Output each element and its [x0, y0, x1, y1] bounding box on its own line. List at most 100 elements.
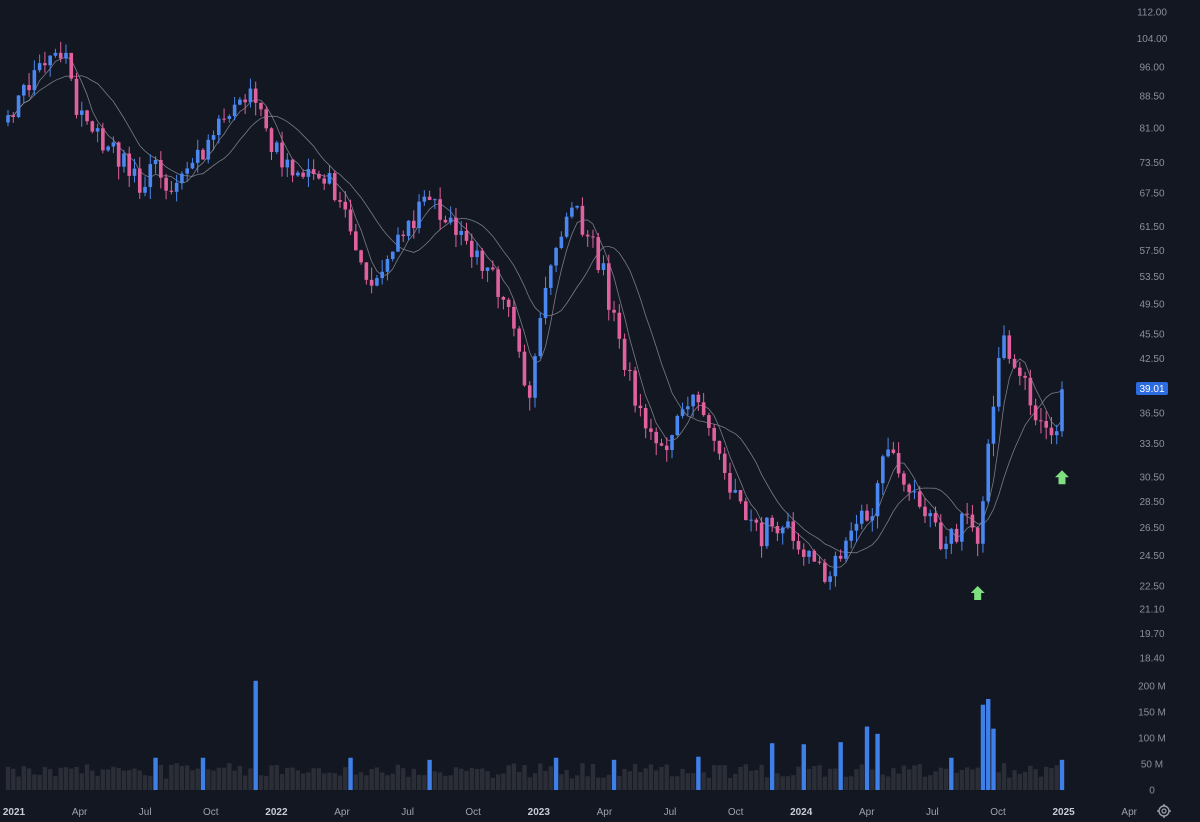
candle-body [1002, 335, 1006, 359]
candle-body [728, 472, 732, 493]
candle-body [433, 199, 437, 201]
candle-body [90, 121, 95, 132]
price-tick-label: 21.10 [1139, 605, 1164, 616]
volume-bar [590, 763, 596, 790]
volume-bar [116, 768, 121, 790]
candle-body [659, 443, 664, 446]
last-price-label: 39.01 [1136, 382, 1168, 395]
volume-bar [511, 763, 517, 790]
candle-body [64, 52, 68, 59]
candle-body [501, 296, 506, 300]
price-tick-label: 53.50 [1139, 272, 1164, 283]
settings-gear-icon[interactable] [1156, 803, 1172, 819]
candle-body [812, 550, 817, 562]
volume-bar [759, 764, 764, 790]
volume-bar [184, 765, 190, 790]
candle-body [469, 240, 474, 258]
time-axis: 2021 Apr Jul Oct 2022 Apr Jul Oct 2023 Apr Jul Oct 2… [3, 807, 1138, 818]
volume-bar [991, 728, 996, 790]
volume-bar [264, 775, 269, 790]
candle-body [127, 153, 132, 176]
volume-bar [227, 763, 232, 790]
candle-body [480, 250, 485, 271]
candle-body [190, 162, 195, 169]
candle-body [290, 159, 295, 176]
volume-bar [1001, 763, 1007, 790]
price-axis: 112.00 104.00 96.00 88.50 81.00 73.50 67.50 61.… [1137, 8, 1168, 665]
candle-body [122, 153, 126, 167]
volume-tick-label: 150 M [1138, 708, 1166, 719]
candle-body [116, 142, 121, 167]
volume-bar [221, 767, 227, 790]
volume-bar [975, 767, 980, 790]
candle-body [944, 543, 948, 550]
candle-body [238, 99, 242, 105]
candle-body [564, 216, 569, 237]
volume-bar [606, 774, 611, 790]
volume-bar [580, 763, 585, 790]
date-tick-label: Apr [1121, 807, 1137, 818]
volume-tick-label: 200 M [1138, 682, 1166, 693]
candle-body [85, 110, 89, 122]
price-tick-label: 49.50 [1139, 300, 1164, 311]
candle-body [264, 109, 269, 129]
candle-body [322, 178, 326, 184]
candle-body [954, 528, 959, 542]
volume-bar [401, 768, 406, 790]
volume-bar [348, 757, 353, 790]
candle-body [111, 142, 116, 147]
candle-body [185, 168, 189, 174]
candle-body [206, 139, 211, 160]
volume-bar [311, 768, 316, 790]
volume-bar [769, 743, 775, 790]
volume-bar [833, 768, 838, 790]
candle-body [701, 402, 706, 416]
candle-body [807, 550, 811, 557]
volume-bar [785, 776, 791, 790]
volume-bar [422, 775, 427, 790]
volume-bar [237, 765, 243, 790]
volume-bar [121, 770, 127, 790]
price-tick-label: 45.50 [1139, 330, 1164, 341]
volume-bar [137, 770, 142, 790]
price-tick-label: 36.50 [1139, 409, 1164, 420]
candle-body [870, 516, 875, 521]
candle-body [280, 142, 284, 168]
candle-body [132, 168, 137, 176]
price-tick-label: 67.50 [1139, 189, 1164, 200]
price-tick-label: 30.50 [1139, 473, 1164, 484]
candle-body [296, 172, 300, 176]
candle-body [359, 250, 363, 263]
date-tick-label: Jul [401, 807, 414, 818]
volume-bar [601, 777, 606, 790]
volume-bar [553, 757, 559, 790]
volume-bar [179, 765, 185, 790]
candle-body [58, 52, 63, 59]
candle-body [865, 510, 869, 521]
volume-bar [300, 773, 306, 790]
candle-body [69, 52, 74, 79]
candle-body [227, 116, 232, 119]
candle-body [991, 406, 996, 444]
candle-body [617, 312, 622, 339]
volume-bar [701, 772, 706, 790]
volume-bar [680, 768, 685, 790]
candle-body [717, 440, 722, 454]
volume-bar [211, 770, 216, 790]
volume-bar [495, 774, 501, 790]
candle-body [522, 351, 527, 386]
candle-body [137, 168, 142, 193]
volume-bar [875, 733, 880, 790]
volume-bar [659, 766, 664, 790]
volume-bar [896, 773, 901, 790]
candle-body [217, 118, 221, 136]
candle-body [390, 251, 395, 259]
candle-body [881, 456, 885, 484]
volume-bar [490, 777, 496, 790]
date-tick-label: Apr [859, 807, 875, 818]
volume-bar [279, 773, 285, 790]
volume-bar [543, 770, 548, 790]
date-tick-label: Apr [597, 807, 613, 818]
